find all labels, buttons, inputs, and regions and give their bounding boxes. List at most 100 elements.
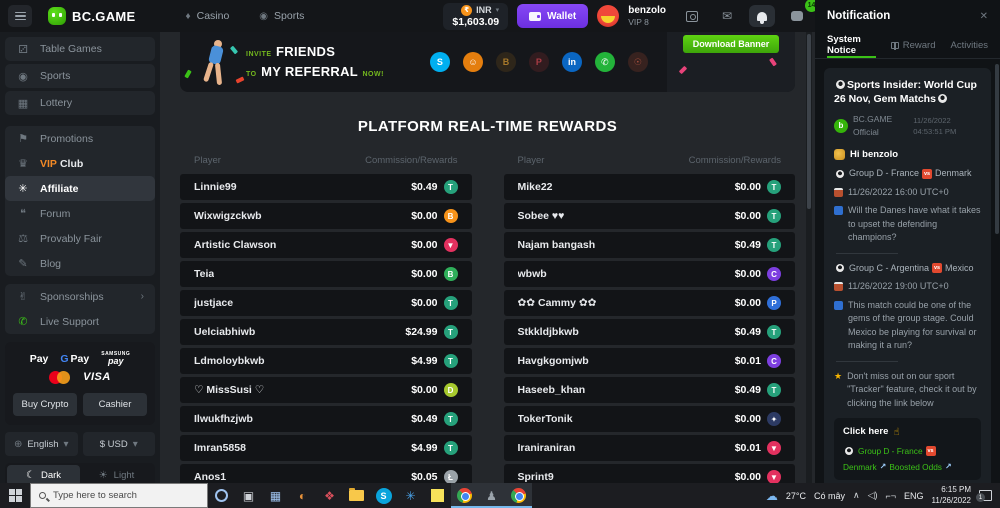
- notification-title: Notification: [827, 10, 891, 22]
- pinterest-icon[interactable]: P: [528, 52, 549, 72]
- vip-accent-label: VIP: [40, 157, 57, 170]
- fiat-selector[interactable]: $ USD ▾: [82, 432, 155, 456]
- sidebar-item-vip-club[interactable]: ♛ VIP Club: [5, 151, 155, 176]
- photos-app-icon[interactable]: ❖: [324, 488, 335, 503]
- speaker-icon[interactable]: ◁): [867, 490, 878, 500]
- browser-app-icon[interactable]: ◐: [298, 488, 307, 503]
- click-here-label: Click here: [843, 426, 889, 438]
- main-content: INVITE FRIENDS TO MY REFERRAL NOW! S ☺ B: [160, 32, 815, 483]
- payment-methods-card: Pay G Pay SAMSUNG pay VISA Buy Crypto Cas…: [5, 342, 155, 425]
- reddit-icon[interactable]: ☉: [627, 52, 648, 72]
- sidebar-item-affiliate[interactable]: ✳ Affiliate: [5, 176, 155, 201]
- vip-level: VIP 8: [628, 16, 649, 27]
- scrollbar-thumb[interactable]: [807, 34, 811, 209]
- notifications-button[interactable]: [749, 5, 775, 27]
- headset-icon: ✆: [18, 316, 28, 328]
- sidebar-item-promotions[interactable]: ⚑ Promotions: [5, 126, 155, 151]
- start-button[interactable]: [0, 483, 30, 508]
- tray-expand-icon[interactable]: ∧: [853, 490, 860, 500]
- tor-browser-icon[interactable]: ♟: [478, 483, 505, 508]
- coin-glyph: T: [448, 327, 453, 337]
- sidebar-item-live-support[interactable]: ✆ Live Support: [5, 309, 155, 334]
- task-view-icon[interactable]: ▣: [242, 488, 255, 503]
- clock[interactable]: 6:15 PM 11/26/2022: [932, 485, 971, 506]
- reward-amount: $0.00: [411, 384, 438, 396]
- coin-glyph: T: [448, 182, 453, 192]
- reward-amount: $0.49: [734, 384, 761, 396]
- bcgame-logo[interactable]: BC.GAME: [48, 7, 136, 25]
- table-row: justjace $0.00 T: [180, 290, 472, 316]
- download-banner-button[interactable]: Download Banner: [682, 35, 780, 53]
- sidebar-group-support: ✌ Sponsorships › ✆ Live Support: [5, 284, 155, 334]
- file-explorer-icon[interactable]: [343, 483, 370, 508]
- sidebar-item-lottery[interactable]: ▦ Lottery: [5, 91, 155, 115]
- coin-icon: ✦: [767, 412, 781, 426]
- coin-icon: ▼: [767, 470, 781, 483]
- nav-sports[interactable]: ◉ Sports: [259, 10, 304, 22]
- coin-icon: T: [767, 209, 781, 223]
- dark-mode-button[interactable]: ☾ Dark: [7, 465, 80, 486]
- page-scrollbar[interactable]: [806, 32, 812, 483]
- tracker-link[interactable]: Group D - France vs Denmark ↗ Boosted Odds ↗: [843, 446, 952, 472]
- taskbar-search[interactable]: Type here to search: [30, 483, 208, 508]
- nav-casino-label: Casino: [196, 10, 230, 22]
- user-avatar[interactable]: [597, 5, 620, 27]
- vault-button[interactable]: [679, 5, 705, 27]
- match-datetime: 11/26/2022 19:00 UTC+0: [848, 281, 949, 292]
- network-icon[interactable]: ⌐¬: [885, 490, 897, 501]
- coin-icon: C: [767, 267, 781, 281]
- sidebar-item-sponsorships[interactable]: ✌ Sponsorships ›: [5, 284, 155, 309]
- weather-icon[interactable]: ☁: [765, 488, 778, 503]
- messages-button[interactable]: ✉: [714, 5, 740, 27]
- linkedin-icon[interactable]: in: [561, 52, 582, 72]
- odnoklassniki-icon[interactable]: ☺: [462, 52, 483, 72]
- sidebar-item-sports[interactable]: ◉ Sports: [5, 64, 155, 88]
- language-indicator[interactable]: ENG: [904, 490, 924, 501]
- language-selector[interactable]: ⊕ English ▾: [5, 432, 78, 456]
- buy-crypto-button[interactable]: Buy Crypto: [13, 393, 77, 416]
- dark-label: Dark: [40, 470, 62, 481]
- wallet-button[interactable]: Wallet: [517, 4, 589, 28]
- visa-logo: VISA: [83, 371, 111, 383]
- tab-activities[interactable]: Activities: [950, 39, 988, 51]
- chrome-icon[interactable]: [505, 483, 532, 508]
- sticky-notes-icon[interactable]: [424, 483, 451, 508]
- reward-amount: $0.00: [734, 297, 761, 309]
- coin-glyph: C: [771, 269, 777, 279]
- sidebar-item-provably-fair[interactable]: ⚖ Provably Fair: [5, 226, 155, 251]
- cortana-icon[interactable]: [208, 483, 235, 508]
- tab-system-notice[interactable]: System Notice: [827, 32, 876, 58]
- social-share-row: S ☺ B P in: [429, 52, 648, 72]
- settings-app-icon[interactable]: ✳: [405, 488, 416, 503]
- windows-taskbar: Type here to search ▣ ▦ ◐: [0, 483, 1000, 508]
- chat-button[interactable]: 14: [784, 0, 818, 27]
- chrome-profile-icon[interactable]: [451, 483, 478, 508]
- pencil-icon: ✎: [18, 258, 28, 270]
- sidebar-item-blog[interactable]: ✎ Blog: [5, 251, 155, 276]
- sidebar-item-table-games[interactable]: ⚂ Table Games: [5, 37, 155, 61]
- calendar-icon: [834, 282, 843, 292]
- table-row: wbwb $0.00 C: [503, 261, 795, 287]
- action-center-icon[interactable]: 1: [976, 490, 992, 502]
- currency-selector[interactable]: ₹ INR ▾ $1,603.09: [443, 2, 509, 30]
- nav-casino[interactable]: ♦ Casino: [186, 10, 230, 22]
- table-row: Teia $0.00 B: [180, 261, 472, 287]
- calculator-icon[interactable]: ▦: [269, 488, 282, 503]
- tab-reward[interactable]: Reward: [890, 32, 936, 58]
- light-mode-button[interactable]: ☀ Light: [80, 465, 153, 486]
- close-icon[interactable]: ✕: [979, 10, 988, 22]
- referral-banner[interactable]: INVITE FRIENDS TO MY REFERRAL NOW! S ☺ B: [180, 32, 795, 92]
- bitcoin-icon[interactable]: B: [495, 52, 516, 72]
- cashier-button[interactable]: Cashier: [83, 393, 147, 416]
- skype-icon[interactable]: S: [429, 52, 450, 72]
- bell-icon: [757, 11, 767, 24]
- reward-amount: $0.49: [411, 181, 438, 193]
- hamburger-icon[interactable]: [8, 5, 32, 27]
- whatsapp-icon[interactable]: ✆: [594, 52, 615, 72]
- sidebar-item-forum[interactable]: ❝ Forum: [5, 201, 155, 226]
- reward-amount: $0.00: [734, 413, 761, 425]
- tracker-link-card[interactable]: Click here ☝ Group D - France vs Denmark ↗ Bo…: [834, 418, 981, 480]
- coin-glyph: D: [447, 385, 454, 395]
- skype-app-icon[interactable]: S: [370, 483, 397, 508]
- panel-scrollbar[interactable]: [995, 64, 999, 234]
